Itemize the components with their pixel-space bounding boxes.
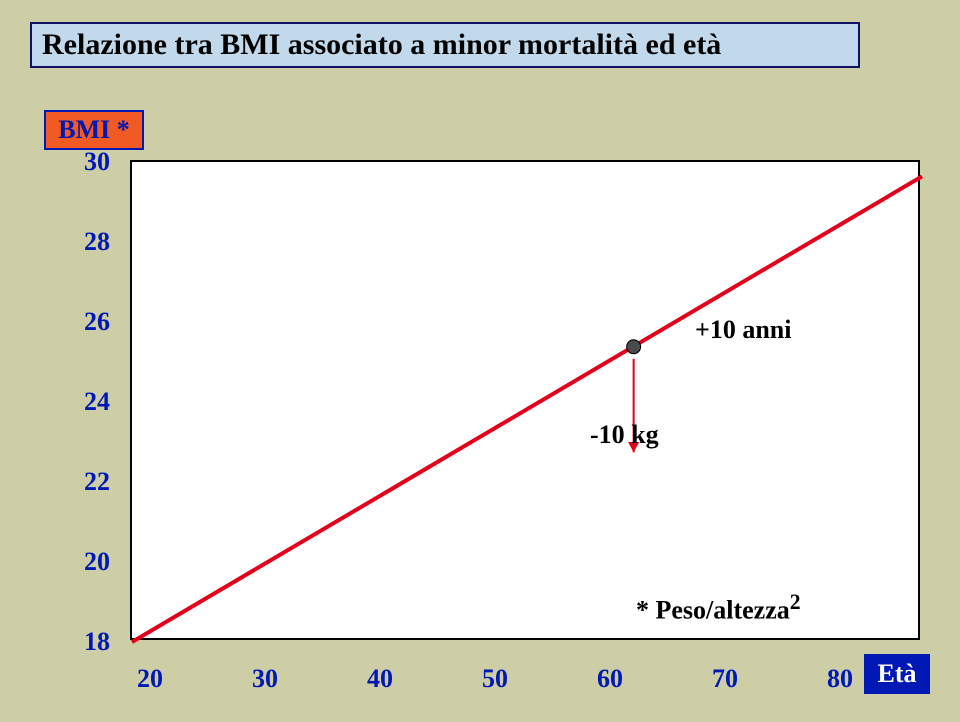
chart-svg [132,162,922,642]
y-axis-title-box: BMI * [44,110,144,150]
x-tick-label: 70 [695,664,755,694]
annotation-plus10anni: +10 anni [695,315,791,345]
footnote-sup: 2 [790,590,801,614]
x-axis-title-box: Età [864,654,930,694]
data-point-marker [627,340,641,354]
annotation-plus10anni-text: +10 anni [695,315,791,344]
x-tick-label: 20 [120,664,180,694]
footnote-prefix: * Peso/altezza [636,596,790,625]
y-tick-label: 22 [60,467,110,497]
plot-area [130,160,920,640]
footnote: * Peso/altezza2 [636,590,801,626]
annotation-minus10kg-text: -10 kg [590,420,659,449]
x-axis-title-text: Età [878,659,917,689]
y-tick-label: 30 [60,147,110,177]
chart-title-text: Relazione tra BMI associato a minor mort… [42,28,721,61]
x-tick-label: 40 [350,664,410,694]
x-tick-label: 60 [580,664,640,694]
y-axis-title-text: BMI * [58,115,130,145]
chart-title: Relazione tra BMI associato a minor mort… [30,22,860,68]
y-tick-label: 26 [60,307,110,337]
x-tick-label: 80 [810,664,870,694]
x-tick-label: 50 [465,664,525,694]
y-tick-label: 20 [60,547,110,577]
slide: Relazione tra BMI associato a minor mort… [0,0,960,722]
y-tick-label: 18 [60,627,110,657]
annotation-minus10kg: -10 kg [590,420,659,450]
y-tick-label: 28 [60,227,110,257]
y-tick-label: 24 [60,387,110,417]
x-tick-label: 30 [235,664,295,694]
trend-line [132,176,922,642]
